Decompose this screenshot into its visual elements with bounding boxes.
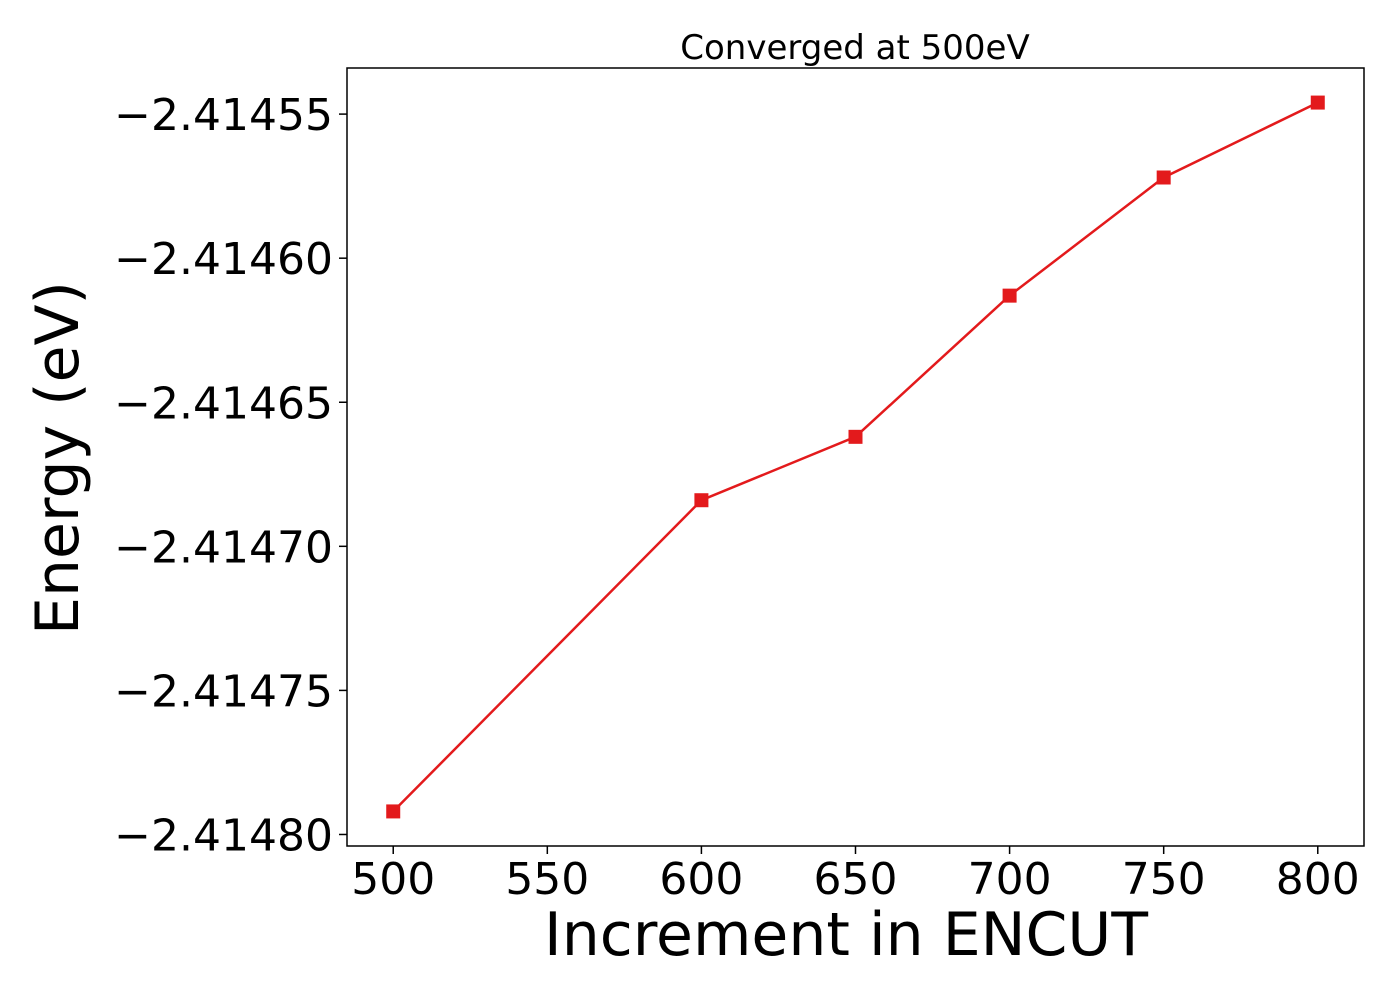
x-tick-label: 650 <box>814 854 898 905</box>
y-tick-label: −2.41465 <box>114 378 333 429</box>
x-tick-label: 800 <box>1276 854 1360 905</box>
data-point-marker <box>848 429 863 444</box>
data-point-marker <box>386 804 401 819</box>
data-point-marker <box>1310 95 1325 110</box>
y-tick-label: −2.41470 <box>114 522 333 573</box>
data-point-marker <box>1156 170 1171 185</box>
x-tick-label: 500 <box>351 854 435 905</box>
y-tick-label: −2.41475 <box>114 666 333 717</box>
data-point-marker <box>694 493 709 508</box>
y-axis-label: Energy (eV) <box>23 281 93 635</box>
x-tick-label: 750 <box>1122 854 1206 905</box>
data-point-marker <box>1002 288 1017 303</box>
x-tick-label: 550 <box>505 854 589 905</box>
y-axis: −2.41480 −2.41475 −2.41470 −2.41465 −2.41460… <box>114 90 347 861</box>
x-tick-label: 600 <box>659 854 743 905</box>
x-axis: 500 550 600 650 700 750 800 <box>351 846 1360 905</box>
x-tick-label: 700 <box>968 854 1052 905</box>
y-tick-label: −2.41480 <box>114 810 333 861</box>
y-tick-label: −2.41455 <box>114 90 333 141</box>
plot-layer <box>386 95 1325 819</box>
chart-title: Converged at 500eV <box>680 28 1029 68</box>
x-axis-label: Increment in ENCUT <box>544 900 1148 970</box>
y-tick-label: −2.41460 <box>114 234 333 285</box>
plot-frame <box>346 67 1365 847</box>
series-line <box>392 101 1319 813</box>
